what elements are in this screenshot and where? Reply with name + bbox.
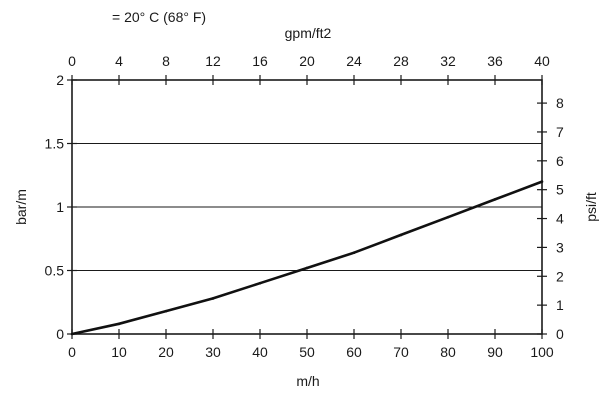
top-tick-label: 0 <box>68 53 76 69</box>
data-point <box>446 215 450 219</box>
right-tick-label: 0 <box>556 326 564 342</box>
grid-lines <box>72 142 542 272</box>
top-tick-label: 4 <box>115 53 123 69</box>
data-point <box>258 281 262 285</box>
y-tick-label: 0 <box>56 326 64 342</box>
x-tick-label: 10 <box>111 344 127 360</box>
top-tick-label: 40 <box>534 53 550 69</box>
top-tick-label: 32 <box>440 53 456 69</box>
top-axis-label: gpm/ft2 <box>285 25 332 41</box>
right-tick-label: 3 <box>556 239 564 255</box>
x-tick-label: 20 <box>158 344 174 360</box>
data-point <box>540 180 544 183</box>
y-tick-label: 2 <box>56 72 64 88</box>
data-points <box>70 180 544 336</box>
x-tick-label: 80 <box>440 344 456 360</box>
right-tick-label: 1 <box>556 297 564 313</box>
top-tick-label: 20 <box>299 53 315 69</box>
x-tick-label: 70 <box>393 344 409 360</box>
top-tick-label: 8 <box>162 53 170 69</box>
data-point <box>117 322 121 326</box>
right-tick-label: 7 <box>556 124 564 140</box>
x-tick-label: 90 <box>487 344 503 360</box>
top-tick-label: 28 <box>393 53 409 69</box>
data-point <box>211 297 215 300</box>
data-point <box>305 266 309 270</box>
x-tick-label: 0 <box>68 344 76 360</box>
y-axis-label: bar/m <box>13 189 29 225</box>
data-point <box>399 233 403 237</box>
top-tick-label: 12 <box>205 53 221 69</box>
data-point <box>493 198 497 201</box>
right-tick-label: 8 <box>556 95 564 111</box>
right-axis-label: psi/ft <box>583 192 599 222</box>
y-tick-label: 1 <box>56 199 64 215</box>
x-tick-label: 60 <box>346 344 362 360</box>
y-tick-label: 1.5 <box>45 136 65 152</box>
right-tick-label: 2 <box>556 268 564 284</box>
x-axis-label: m/h <box>296 373 319 389</box>
right-tick-label: 4 <box>556 211 564 227</box>
x-tick-label: 40 <box>252 344 268 360</box>
top-tick-label: 16 <box>252 53 268 69</box>
y-tick-label: 0.5 <box>45 263 65 279</box>
top-tick-label: 24 <box>346 53 362 69</box>
right-tick-label: 5 <box>556 182 564 198</box>
x-tick-label: 50 <box>299 344 315 360</box>
data-point <box>70 332 74 336</box>
data-point <box>352 251 356 255</box>
plot-frame <box>71 79 543 335</box>
data-point <box>164 309 168 313</box>
top-tick-label: 36 <box>487 53 503 69</box>
x-tick-label: 100 <box>530 344 554 360</box>
right-tick-label: 6 <box>556 153 564 169</box>
series-line <box>71 180 543 336</box>
chart-title: = 20° C (68° F) <box>112 9 206 25</box>
x-tick-label: 30 <box>205 344 221 360</box>
